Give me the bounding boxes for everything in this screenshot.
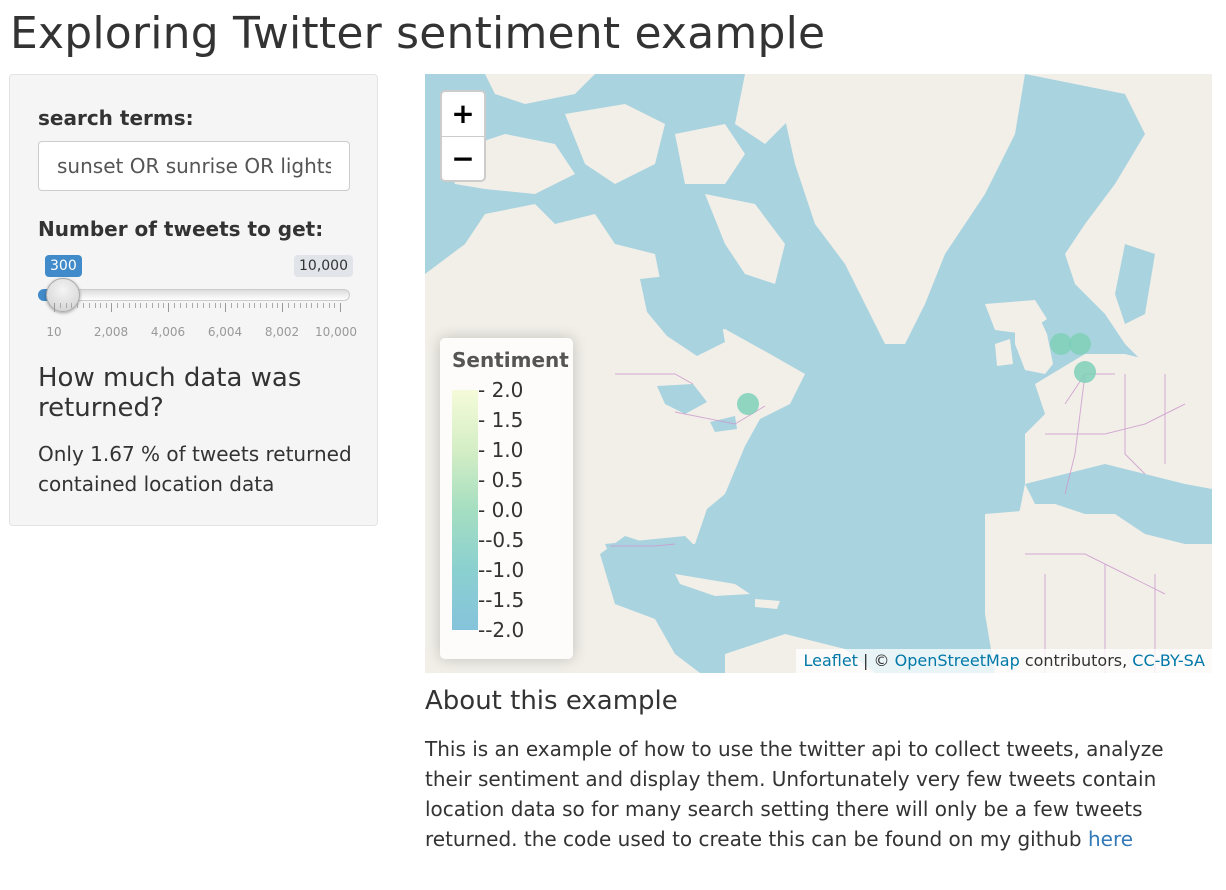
map-markers [737, 333, 1096, 415]
slider-tick-label: 10,000 [315, 325, 357, 339]
about-heading: About this example [425, 686, 678, 716]
data-returned-text: Only 1.67 % of tweets returned contained… [38, 442, 352, 496]
about-body: This is an example of how to use the twi… [425, 737, 1164, 851]
zoom-in-button[interactable]: + [442, 92, 484, 137]
legend-item: - 0.0 [478, 498, 524, 522]
search-terms-label: search terms: [38, 106, 194, 130]
legend-item: - 0.5 [478, 468, 524, 492]
slider-ticks [38, 303, 353, 323]
sentiment-legend: Sentiment - 2.0 - 1.5 - 1.0 - 0.5 - 0.0 … [440, 338, 573, 659]
zoom-control: + − [440, 90, 486, 182]
tweet-marker[interactable] [1069, 333, 1091, 355]
openstreetmap-link[interactable]: OpenStreetMap [894, 651, 1020, 670]
legend-colorbar [452, 390, 478, 630]
attribution-separator: | © [857, 651, 895, 670]
legend-item: --1.0 [478, 558, 525, 582]
slider-tick-label: 6,004 [207, 325, 243, 339]
sentiment-map[interactable]: + − Sentiment - 2.0 - 1.5 - 1.0 - 0.5 - … [425, 74, 1212, 673]
tweet-count-label: Number of tweets to get: [38, 217, 324, 241]
legend-title: Sentiment [452, 348, 569, 372]
page-title: Exploring Twitter sentiment example [10, 8, 826, 59]
attribution-contributors: contributors, [1019, 651, 1133, 670]
tweet-marker[interactable] [737, 393, 759, 415]
github-link[interactable]: here [1088, 827, 1134, 851]
legend-item: --2.0 [478, 618, 525, 642]
about-text: This is an example of how to use the twi… [425, 734, 1215, 854]
legend-item: --1.5 [478, 588, 525, 612]
zoom-out-button[interactable]: − [451, 142, 475, 175]
slider-tick-label: 2,008 [93, 325, 129, 339]
slider-max-badge: 10,000 [294, 255, 353, 277]
tweet-count-slider[interactable]: 300 10,000 10 2,008 4,006 6,004 8,002 10… [38, 251, 357, 341]
slider-tick-label: 8,002 [264, 325, 300, 339]
leaflet-link[interactable]: Leaflet [803, 651, 858, 670]
search-terms-input[interactable] [38, 141, 350, 191]
legend-item: --0.5 [478, 528, 525, 552]
tweet-marker[interactable] [1074, 361, 1096, 383]
map-attribution: Leaflet | © OpenStreetMap contributors, … [796, 649, 1212, 673]
legend-item: - 2.0 [478, 378, 524, 402]
legend-item: - 1.5 [478, 408, 524, 432]
slider-value-badge: 300 [45, 255, 82, 277]
sidebar-panel: search terms: Number of tweets to get: 3… [9, 74, 378, 526]
slider-tick-label: 10 [46, 325, 62, 339]
legend-item: - 1.0 [478, 438, 524, 462]
cc-by-sa-link[interactable]: CC-BY-SA [1132, 651, 1205, 670]
tweet-marker[interactable] [1050, 333, 1072, 355]
slider-handle[interactable] [46, 278, 80, 312]
slider-track[interactable] [38, 289, 350, 301]
slider-tick-label: 4,006 [150, 325, 186, 339]
data-returned-heading: How much data was returned? [38, 363, 302, 423]
